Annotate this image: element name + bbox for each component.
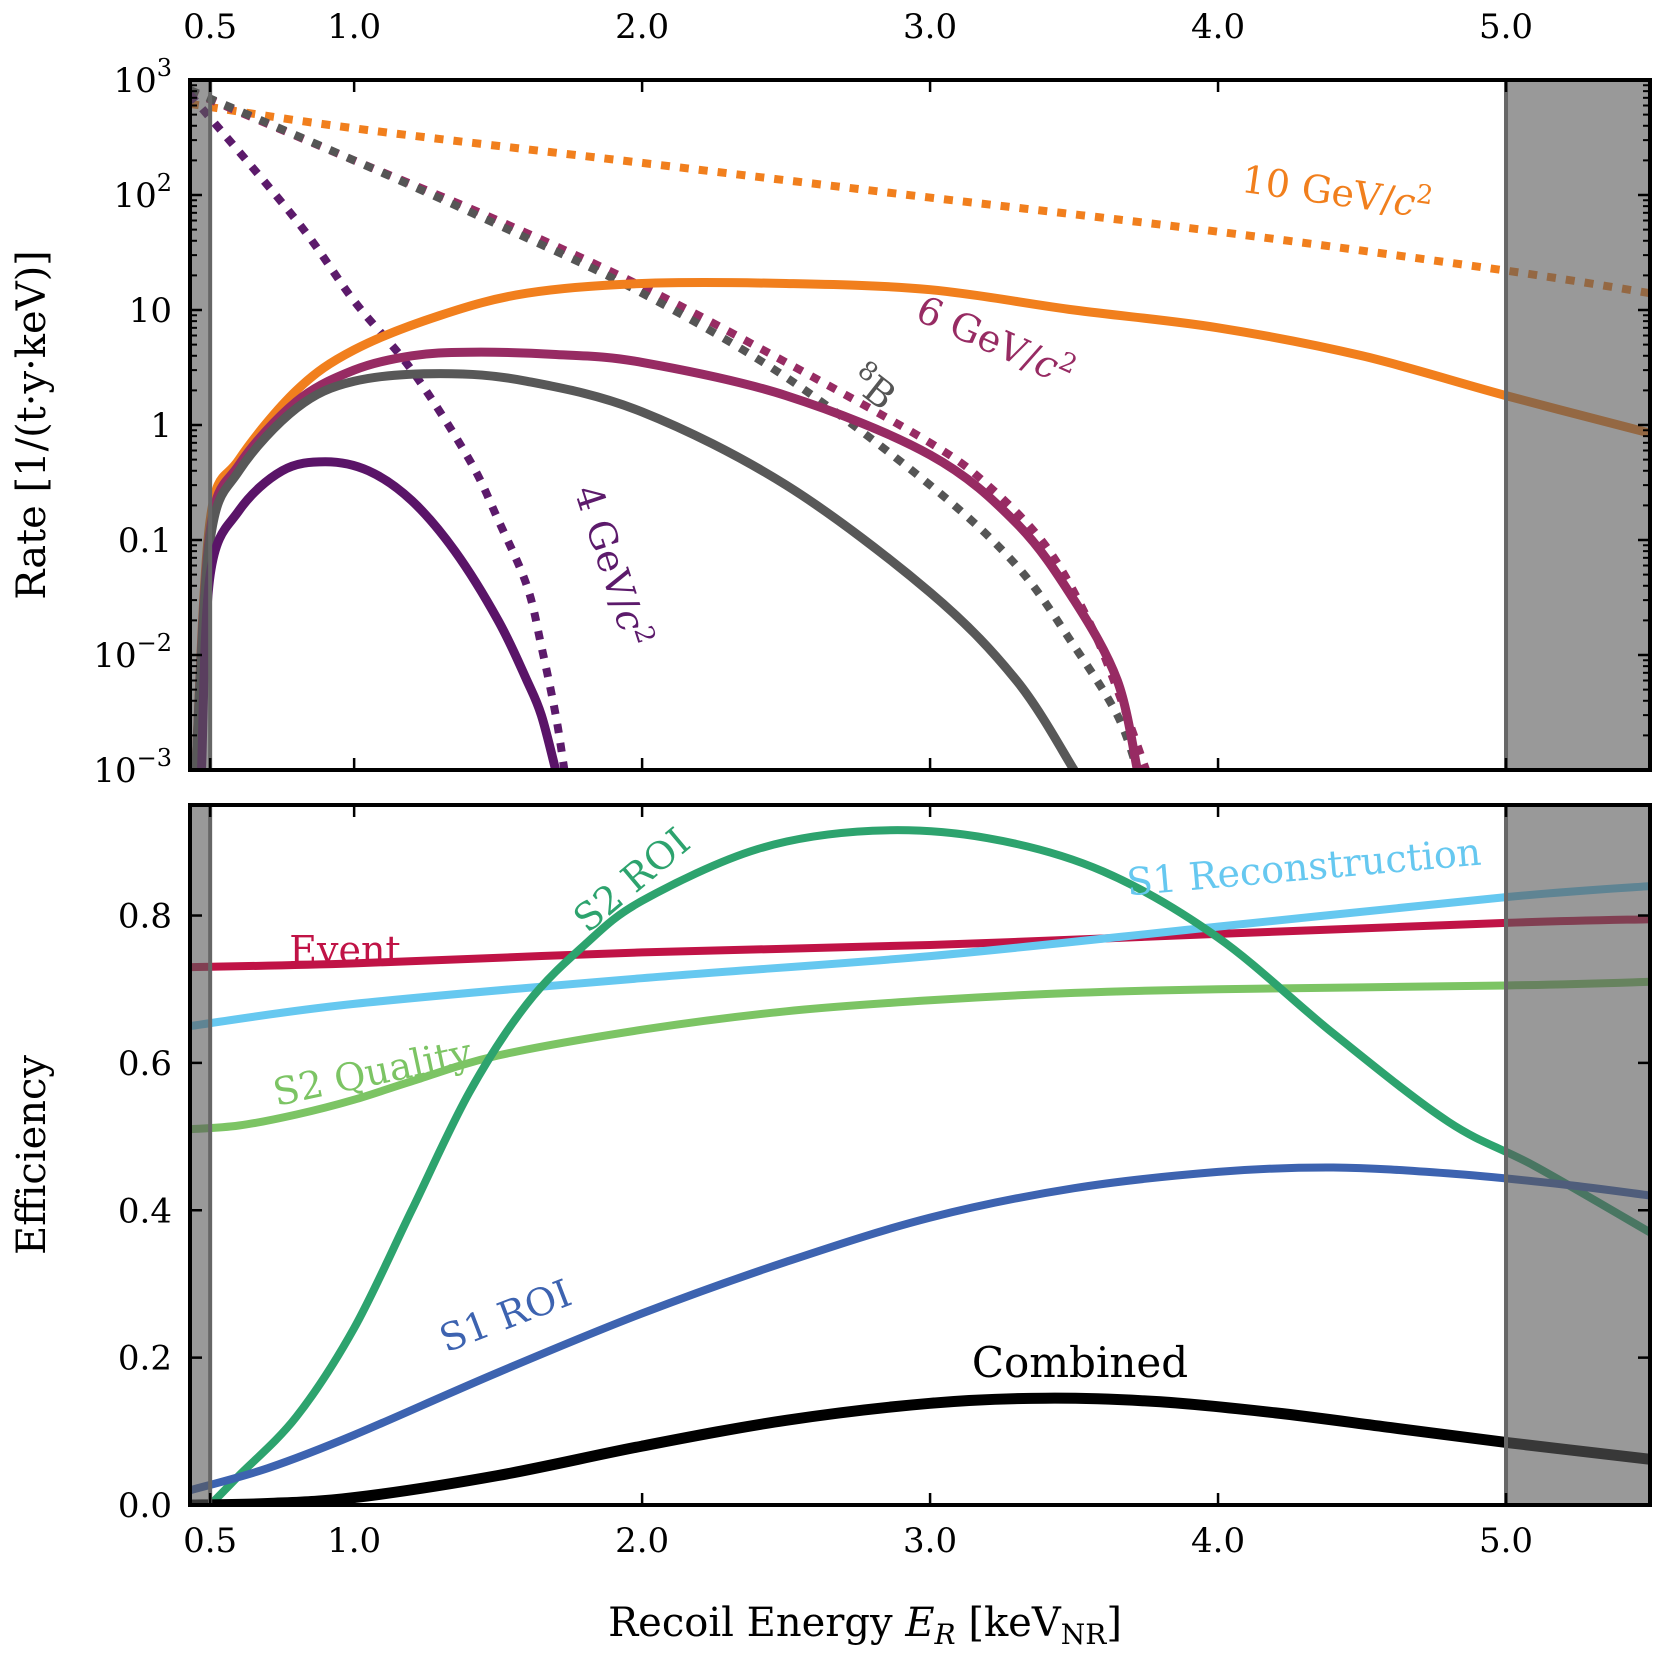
- series-10-gev-c-dotted: [190, 99, 1650, 298]
- bottom-ytick-label-0-0: 0.0: [118, 1486, 172, 1526]
- series-4-gev-c-dotted: [190, 91, 569, 770]
- label-s1-reconstruction: S1 Reconstruction: [1125, 830, 1483, 905]
- top-ytick-1000-label: 103: [113, 54, 172, 101]
- top-x-ticks: 0.5 1.0 2.0 3.0 4.0 5.0: [183, 7, 1533, 770]
- series-event: [190, 915, 1650, 972]
- series-6-gev-c: [191, 347, 1142, 770]
- x-axis-label-unit: keV: [984, 1600, 1062, 1646]
- bottom-x-ticks: 0.5 1.0 2.0 3.0 4.0 5.0: [183, 805, 1533, 1561]
- bottom-xtick-label-3-0: 3.0: [903, 1521, 957, 1561]
- rate-panel: 0.5 1.0 2.0 3.0 4.0 5.0 1031021010.110−210−3 …: [9, 7, 1652, 791]
- label-4gev: 4 GeV/c2: [566, 479, 661, 652]
- bottom-shaded-region-1: [190, 805, 211, 1505]
- bottom-y-ticks: 0.0 0.2 0.4 0.6 0.8: [118, 897, 1650, 1526]
- series-s2-roi: [206, 826, 1650, 1505]
- series-s1-roi: [190, 1163, 1650, 1495]
- series-s2-quality: [190, 977, 1650, 1134]
- x-axis-label: Recoil Energy ER [keVNR]: [608, 1600, 1122, 1651]
- label-event: Event: [289, 928, 400, 972]
- bottom-plot-frame: [188, 803, 1652, 1507]
- label-10gev: 10 GeV/c2: [1239, 155, 1435, 227]
- series-8b-dotted: [190, 86, 1142, 770]
- bottom-ytick-label-0-4: 0.4: [118, 1191, 172, 1231]
- top-xtick-label-5-0: 5.0: [1479, 7, 1533, 47]
- bottom-xtick-label-4-0: 4.0: [1191, 1521, 1245, 1561]
- bottom-xtick-label-2-0: 2.0: [615, 1521, 669, 1561]
- x-axis-label-symbol: E: [904, 1600, 934, 1646]
- bottom-xtick-label-1-0: 1.0: [327, 1521, 381, 1561]
- x-axis-label-unit-sub: NR: [1061, 1618, 1108, 1651]
- series-6-gev-c-dotted: [190, 87, 1150, 770]
- top-xtick-label-0-5: 0.5: [183, 7, 237, 47]
- x-axis-label-text: Recoil Energy: [608, 1600, 893, 1646]
- top-ytick-10-label: 10: [129, 291, 172, 331]
- bottom-xtick-label-0-5: 0.5: [183, 1521, 237, 1561]
- series-8b: [191, 369, 1079, 770]
- bottom-ytick-label-0-8: 0.8: [118, 897, 172, 937]
- label-s2-quality: S2 Quality: [269, 1030, 476, 1115]
- efficiency-panel: 0.5 1.0 2.0 3.0 4.0 5.0 0.0 0.2 0.4 0.6 0.8 Effic…: [9, 803, 1652, 1651]
- top-ytick-100-label: 102: [113, 169, 172, 216]
- rate-y-axis-label: Rate [1/(t·y·keV)]: [9, 250, 55, 600]
- top-series: [190, 80, 1650, 770]
- bottom-xtick-label-5-0: 5.0: [1479, 1521, 1533, 1561]
- series-4-gev-c: [197, 457, 561, 770]
- top-xtick-label-3-0: 3.0: [903, 7, 957, 47]
- top-ytick-0-001-label: 10−3: [93, 744, 172, 791]
- top-xtick-label-1-0: 1.0: [327, 7, 381, 47]
- bottom-series: [190, 805, 1650, 1505]
- x-axis-label-symbol-sub: R: [934, 1618, 956, 1651]
- label-8b: 8B: [842, 355, 905, 419]
- top-ytick-0-01-label: 10−2: [93, 629, 172, 676]
- bottom-shaded-region-2: [1506, 805, 1650, 1505]
- top-ytick-0-1-label: 0.1: [118, 521, 172, 561]
- bottom-ytick-label-0-2: 0.2: [118, 1339, 172, 1379]
- series-combined: [190, 1392, 1650, 1505]
- top-xtick-label-2-0: 2.0: [615, 7, 669, 47]
- bottom-ytick-label-0-6: 0.6: [118, 1044, 172, 1084]
- label-combined: Combined: [972, 1338, 1188, 1387]
- top-xtick-label-4-0: 4.0: [1191, 7, 1245, 47]
- series-s1-reconstruction: [190, 882, 1650, 1031]
- top-ytick-1-label: 1: [150, 406, 172, 446]
- top-shaded-region-2: [1506, 80, 1650, 770]
- efficiency-y-axis-label: Efficiency: [9, 1055, 55, 1255]
